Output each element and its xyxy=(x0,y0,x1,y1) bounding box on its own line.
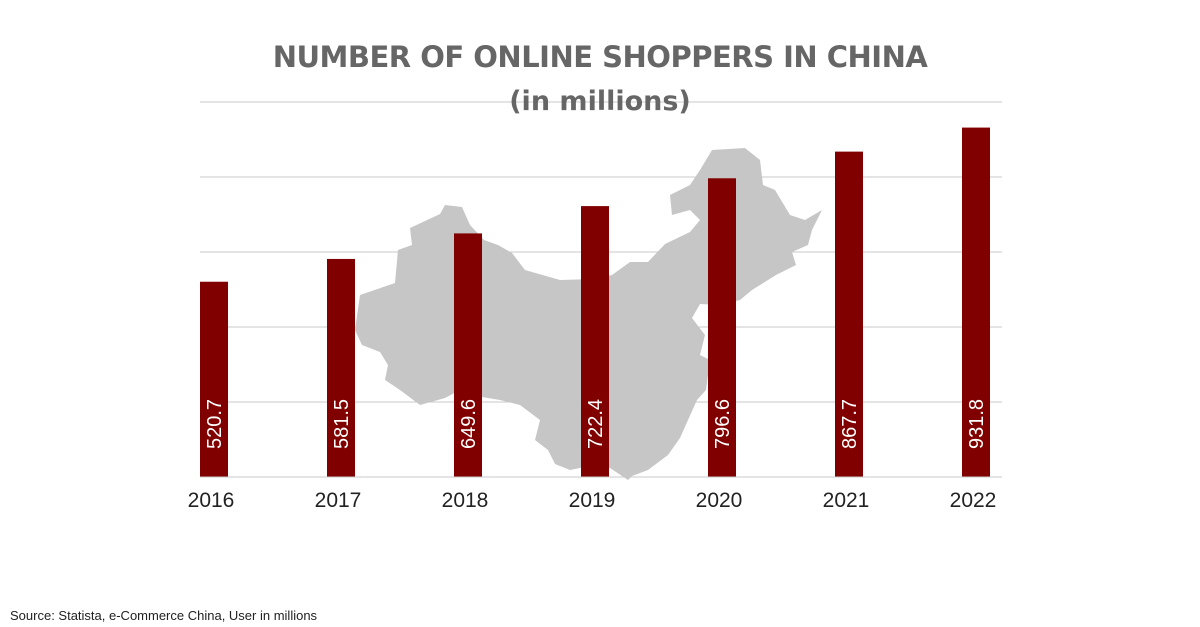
value-label-2017: 581.5 xyxy=(331,399,353,449)
x-tick-label-2021: 2021 xyxy=(823,489,870,512)
bar-2018 xyxy=(454,233,482,477)
x-tick-label-2019: 2019 xyxy=(569,489,616,512)
value-label-2022: 931.8 xyxy=(966,399,988,449)
x-tick-label-2018: 2018 xyxy=(442,489,489,512)
value-label-2020: 796.6 xyxy=(712,399,734,449)
x-tick-label-2022: 2022 xyxy=(950,489,997,512)
x-tick-label-2016: 2016 xyxy=(188,489,235,512)
bar-2016 xyxy=(200,281,228,477)
value-label-2019: 722.4 xyxy=(585,399,607,449)
bar-2020 xyxy=(708,178,736,477)
chart-title: NUMBER OF ONLINE SHOPPERS IN CHINA xyxy=(272,40,928,74)
value-labels: 520.7 581.5 649.6 722.4 796.6 867.7 931.8 xyxy=(204,399,988,449)
chart-subtitle: (in millions) xyxy=(509,86,691,117)
bar-2021 xyxy=(835,151,863,478)
source-note: Source: Statista, e-Commerce China, User… xyxy=(10,608,318,623)
value-label-2016: 520.7 xyxy=(204,399,226,449)
x-tick-labels: 2016 2017 2018 2019 2020 2021 2022 xyxy=(188,489,997,512)
x-tick-label-2017: 2017 xyxy=(315,489,362,512)
bar-2022 xyxy=(962,127,990,477)
value-label-2021: 867.7 xyxy=(839,399,861,449)
bars xyxy=(200,127,990,478)
x-tick-label-2020: 2020 xyxy=(696,489,743,512)
bar-2017 xyxy=(327,258,355,477)
value-label-2018: 649.6 xyxy=(458,399,480,449)
bar-2019 xyxy=(581,206,609,477)
